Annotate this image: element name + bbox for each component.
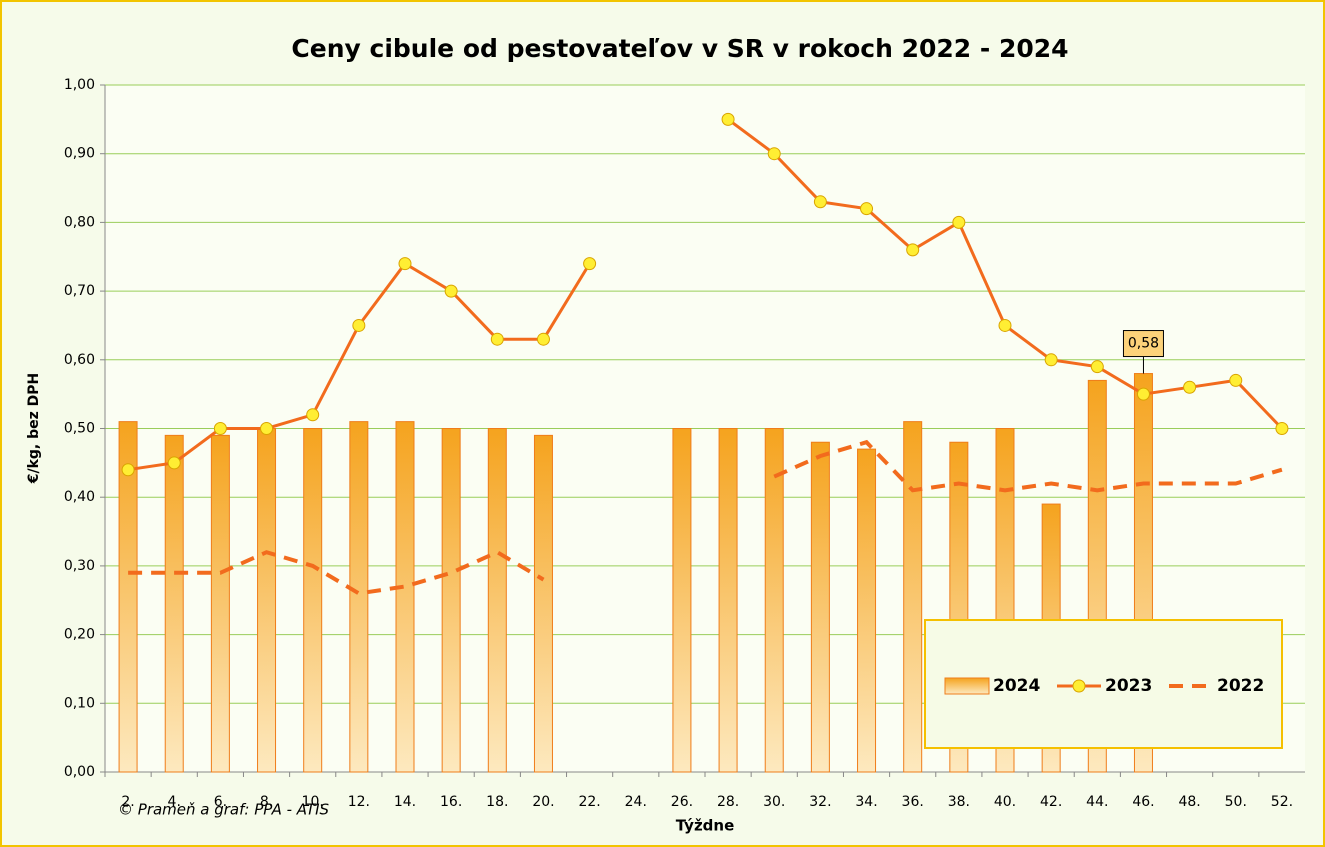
y-tick-label: 0,90	[64, 146, 95, 162]
bar	[810, 441, 830, 773]
x-tick-label: 46.	[1132, 794, 1154, 810]
y-axis-label: €/kg, bez DPH	[26, 373, 42, 485]
x-tick-label: 38.	[948, 794, 970, 810]
line-marker	[721, 112, 735, 126]
x-axis-label: Týždne	[676, 817, 735, 835]
x-tick-label: 8.	[260, 794, 273, 810]
line-marker	[583, 257, 597, 271]
x-tick-label: 12.	[348, 794, 370, 810]
legend-swatch	[944, 677, 990, 695]
line-marker	[906, 243, 920, 257]
x-tick-label: 36.	[902, 794, 924, 810]
y-tick-label: 0,60	[64, 352, 95, 368]
x-tick-label: 24.	[625, 794, 647, 810]
line-marker	[444, 284, 458, 298]
line-marker	[767, 147, 781, 161]
line-marker	[1183, 380, 1197, 394]
line-marker	[1090, 360, 1104, 374]
line-marker	[1229, 373, 1243, 387]
y-tick-label: 0,00	[64, 764, 95, 780]
y-tick-label: 0,10	[64, 695, 95, 711]
line-marker	[260, 422, 274, 435]
x-tick-label: 6.	[214, 794, 227, 810]
line-marker	[398, 257, 412, 271]
y-tick-label: 0,40	[64, 489, 95, 505]
line-marker	[352, 318, 366, 332]
x-tick-label: 40.	[994, 794, 1016, 810]
bar	[441, 428, 461, 773]
x-tick-label: 52.	[1271, 794, 1293, 810]
line-marker	[1044, 353, 1058, 367]
data-label: 0,58	[1128, 336, 1159, 352]
x-tick-label: 10.	[302, 794, 324, 810]
bar	[210, 434, 230, 773]
y-tick-label: 0,20	[64, 627, 95, 643]
line-marker	[121, 463, 135, 477]
line-marker	[860, 202, 874, 216]
line-marker	[952, 215, 966, 229]
bar	[533, 434, 553, 773]
y-tick-label: 0,70	[64, 283, 95, 299]
x-tick-label: 18.	[486, 794, 508, 810]
bar	[118, 421, 138, 773]
line-marker	[536, 332, 550, 346]
x-tick-label: 22.	[578, 794, 600, 810]
line-marker	[813, 195, 827, 209]
bar	[164, 434, 184, 773]
line-marker	[167, 456, 181, 470]
x-tick-label: 20.	[532, 794, 554, 810]
legend-label: 2024	[993, 676, 1040, 696]
legend-label: 2022	[1217, 676, 1264, 696]
bar	[487, 428, 507, 773]
bar	[718, 428, 738, 773]
x-tick-label: 42.	[1040, 794, 1062, 810]
x-tick-label: 44.	[1086, 794, 1108, 810]
x-tick-label: 28.	[717, 794, 739, 810]
legend-marker	[1072, 679, 1086, 693]
bar	[303, 428, 323, 773]
bar	[672, 428, 692, 773]
x-tick-label: 34.	[855, 794, 877, 810]
y-tick-label: 0,30	[64, 558, 95, 574]
x-tick-label: 30.	[763, 794, 785, 810]
line-marker	[213, 422, 227, 435]
x-tick-label: 2.	[121, 794, 134, 810]
x-tick-label: 4.	[168, 794, 181, 810]
x-tick-label: 32.	[809, 794, 831, 810]
y-tick-label: 0,80	[64, 214, 95, 230]
line-marker	[306, 408, 320, 422]
y-tick-label: 1,00	[64, 77, 95, 93]
bar	[764, 428, 784, 773]
bar	[349, 421, 369, 773]
line-marker	[490, 332, 504, 346]
chart-title: Ceny cibule od pestovateľov v SR v rokoc…	[291, 34, 1068, 63]
x-tick-label: 26.	[671, 794, 693, 810]
bar	[257, 428, 277, 773]
bar	[857, 448, 877, 773]
line-marker	[998, 318, 1012, 332]
legend-label: 2023	[1105, 676, 1152, 696]
line-marker	[1136, 387, 1150, 401]
x-tick-label: 50.	[1225, 794, 1247, 810]
y-tick-label: 0,50	[64, 421, 95, 437]
x-tick-label: 14.	[394, 794, 416, 810]
bar	[395, 421, 415, 773]
line-marker	[1275, 422, 1289, 435]
x-tick-label: 48.	[1178, 794, 1200, 810]
dashed-series	[128, 439, 1283, 596]
data-label-box	[1122, 330, 1164, 358]
source-note: © Prameň a graf: PPA - ATIS	[118, 801, 330, 819]
bar	[903, 421, 923, 773]
x-tick-label: 16.	[440, 794, 462, 810]
